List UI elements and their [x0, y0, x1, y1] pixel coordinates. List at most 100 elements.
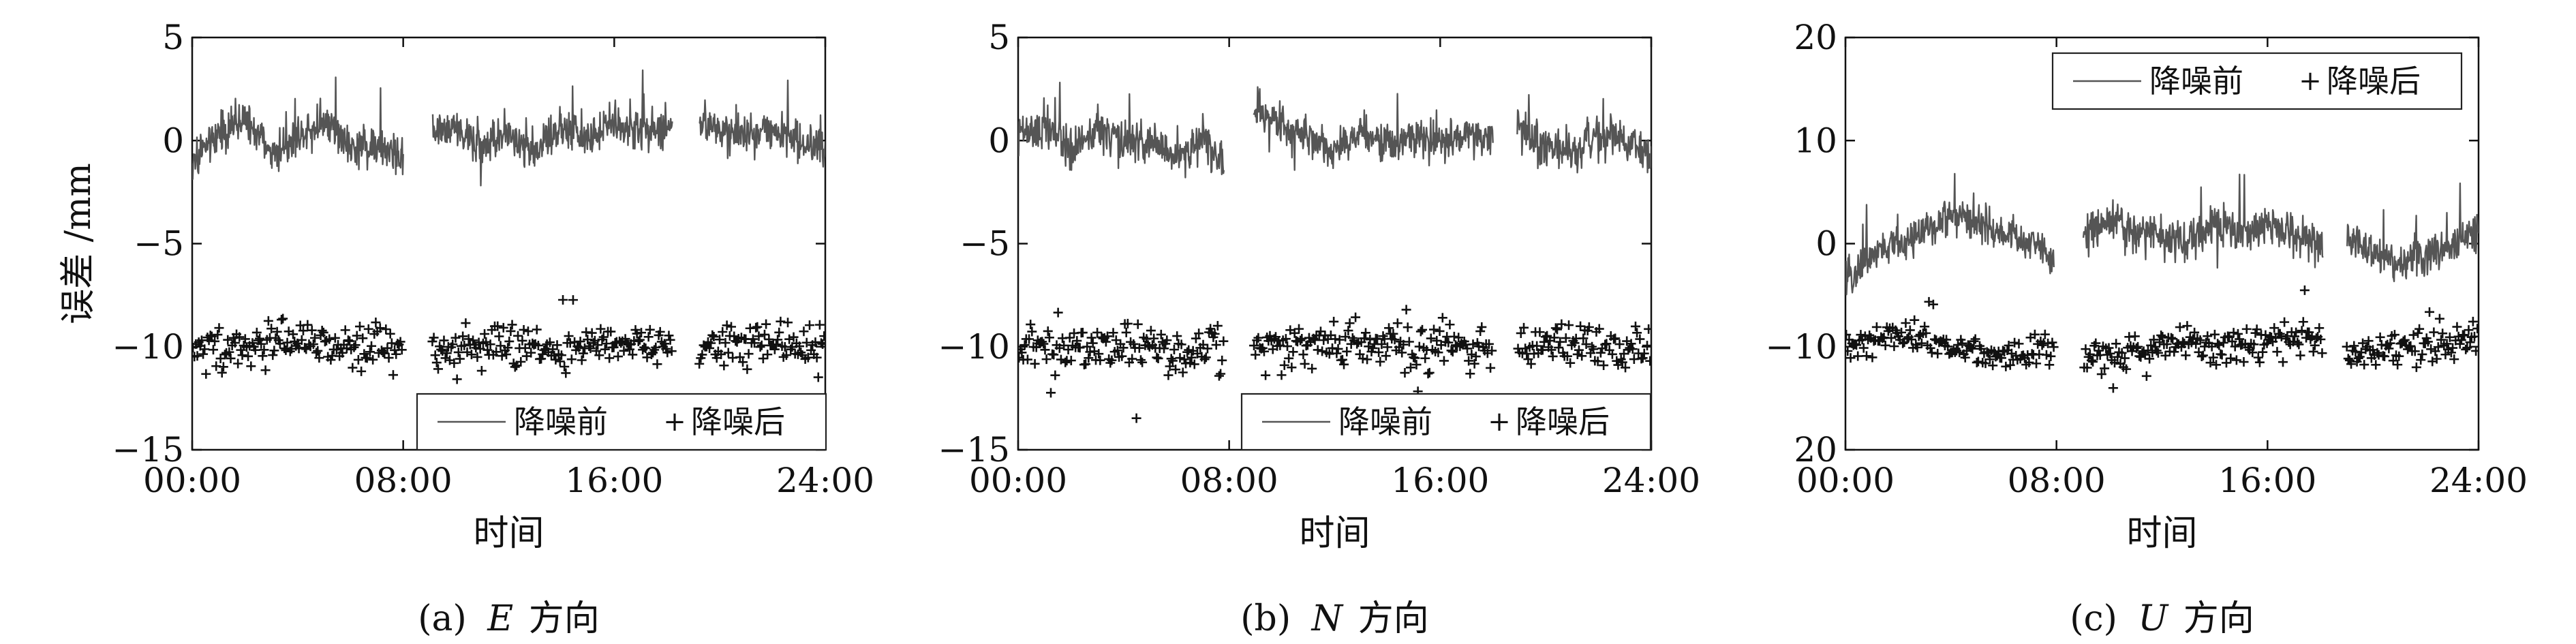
plus-marker-162 [2105, 348, 2115, 358]
plus-marker-64 [281, 345, 291, 355]
x-tick-label-0: 00:00 [1796, 461, 1895, 500]
caption-prefix: (b) [1240, 598, 1291, 639]
plus-marker-367 [776, 316, 786, 326]
plus-marker-128 [1199, 354, 1210, 365]
series-layer [192, 69, 825, 384]
y-tick-label-2: 0 [1815, 224, 1837, 264]
plus-marker-294 [643, 332, 654, 342]
plus-marker-260 [2248, 348, 2258, 358]
plus-marker-240 [2218, 337, 2228, 348]
plot-area [192, 69, 825, 384]
plus-marker-343 [1565, 358, 1576, 368]
plus-marker-1 [1845, 346, 1853, 356]
plus-marker-273 [613, 352, 623, 362]
plus-marker-29 [230, 338, 240, 348]
plus-marker-198 [2158, 332, 2168, 342]
x-tick-label-1: 08:00 [1180, 461, 1278, 500]
plus-marker-148 [2085, 349, 2095, 359]
plus-marker-351 [752, 322, 763, 332]
plus-marker-385 [2452, 322, 2462, 332]
plus-marker-163 [453, 347, 463, 357]
plus-marker-206 [2169, 347, 2179, 357]
plus-marker-20 [217, 367, 227, 378]
plus-marker-169 [1288, 347, 1298, 357]
plus-marker-263 [598, 332, 609, 342]
plus-marker-359 [764, 334, 774, 344]
plus-marker-164 [455, 354, 465, 364]
plus-marker-83 [1134, 343, 1144, 353]
panel-u-direction: 00:00 08:00 16:00 24:00 20 −10 0 10 20 时间 降噪前 + … [1765, 18, 2528, 639]
y-tick-label-2: −5 [134, 224, 184, 264]
plus-marker-96 [1153, 353, 1163, 363]
plus-marker-77 [1953, 340, 1963, 350]
plus-marker-320 [1532, 341, 1542, 351]
plus-marker-106 [341, 343, 352, 354]
plus-marker-176 [472, 352, 482, 362]
plus-marker-244 [1397, 348, 1407, 358]
plus-marker-84 [1135, 355, 1146, 365]
plus-marker-393 [813, 372, 823, 382]
plus-marker-325 [714, 335, 724, 345]
plus-marker-204 [1339, 359, 1349, 369]
plus-marker-61 [277, 315, 287, 325]
plus-marker-399 [2472, 324, 2479, 334]
plus-marker-161 [450, 333, 461, 343]
plus-marker-10 [1856, 330, 1866, 340]
plus-marker-338 [2384, 343, 2394, 354]
plus-marker-49 [259, 345, 269, 355]
plus-marker-111 [1175, 353, 1185, 363]
plus-marker-107 [1996, 353, 2006, 363]
plus-marker-300 [652, 359, 662, 369]
caption-suffix: 方向 [1358, 598, 1429, 639]
plus-marker-140 [2044, 360, 2055, 370]
plus-marker-56 [269, 346, 279, 356]
plus-marker-136 [1211, 340, 1221, 350]
plus-marker-289 [1462, 343, 1473, 354]
plus-marker-324 [1537, 345, 1548, 355]
legend-plus-marker: + [1488, 406, 1511, 438]
plus-marker-145 [1253, 333, 1263, 343]
plus-marker-103 [1163, 370, 1174, 380]
plus-marker-379 [1617, 357, 1627, 367]
plus-marker-250 [2233, 328, 2243, 339]
x-axis-label: 时间 [2126, 513, 2197, 554]
plus-marker-364 [771, 339, 781, 350]
plus-marker-165 [1283, 341, 1293, 352]
plus-marker-309 [665, 335, 675, 345]
x-tick-label-2: 16:00 [565, 461, 663, 500]
plus-marker-258 [1417, 324, 1428, 335]
plus-marker-166 [1284, 353, 1294, 363]
plus-marker-383 [2449, 354, 2459, 365]
plus-marker-357 [2411, 362, 2421, 372]
plus-marker-48 [258, 351, 268, 361]
plus-marker-374 [1610, 333, 1621, 343]
plus-marker-397 [1644, 324, 1651, 334]
plus-marker-272 [1437, 313, 1447, 323]
plus-marker-7 [198, 349, 209, 359]
plus-marker-292 [641, 343, 651, 354]
plus-marker-109 [1172, 331, 1182, 341]
plus-marker-352 [1578, 333, 1589, 343]
plus-marker-316 [1526, 359, 1536, 369]
plus-marker-170 [2117, 348, 2127, 358]
plus-marker-22 [1046, 388, 1056, 398]
plus-marker-358 [2412, 328, 2423, 338]
x-tick-label-2: 16:00 [1391, 461, 1489, 500]
plus-marker-260 [1420, 353, 1430, 363]
axes-frame [1017, 36, 1653, 451]
plus-marker-18 [1040, 345, 1050, 355]
plus-marker-214 [2181, 350, 2191, 361]
plus-marker-47 [1082, 341, 1092, 352]
plus-marker-184 [1310, 335, 1320, 346]
plus-marker-167 [459, 340, 470, 350]
plus-marker-351 [1577, 351, 1587, 361]
plus-marker-185 [485, 339, 495, 350]
plus-marker-54 [1920, 322, 1930, 332]
series-before-segment-0 [1845, 172, 2055, 296]
plus-marker-345 [2394, 351, 2404, 361]
y-tick-label-1: −10 [112, 327, 184, 367]
plus-marker-189 [2145, 354, 2155, 364]
plus-marker-95 [1152, 352, 1162, 363]
plus-marker-236 [559, 361, 570, 371]
plus-marker-199 [1332, 348, 1342, 358]
